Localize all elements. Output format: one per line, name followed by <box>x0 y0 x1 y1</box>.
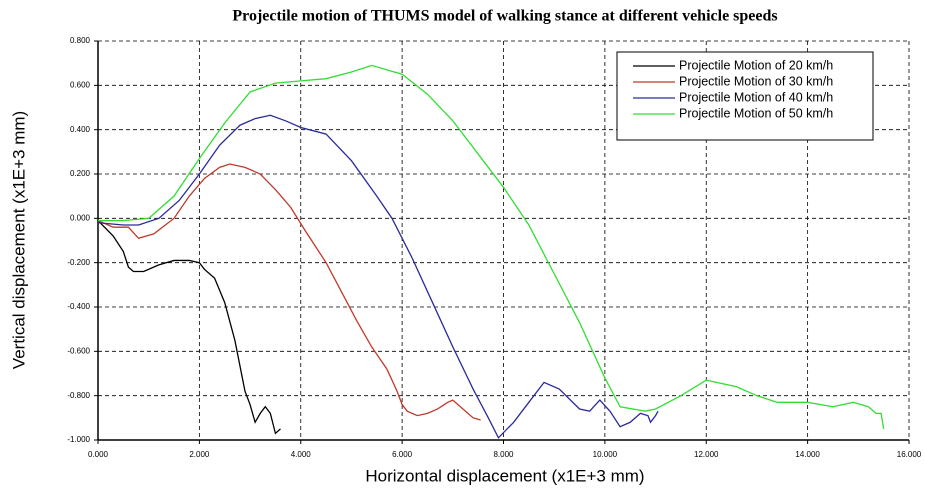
y-tick-label: 0.800 <box>70 36 91 45</box>
legend-box <box>616 51 874 141</box>
series-line <box>97 220 281 435</box>
y-axis-label: Vertical displacement (x1E+3 mm) <box>9 111 28 369</box>
y-tick-label: -0.400 <box>67 302 90 311</box>
legend-label: Projectile Motion of 50 km/h <box>679 106 833 120</box>
x-tick-label: 2.000 <box>189 450 210 459</box>
x-axis-label: Horizontal displacement (x1E+3 mm) <box>365 466 644 485</box>
x-tick-label: 12.000 <box>694 450 719 459</box>
series-line <box>98 64 885 430</box>
series-line <box>97 163 481 421</box>
y-tick-label: -1.000 <box>67 435 90 444</box>
x-tick-label: 0.000 <box>88 450 109 459</box>
x-tick-label: 8.000 <box>493 450 514 459</box>
legend-label: Projectile Motion of 30 km/h <box>679 74 833 88</box>
x-tick-label: 14.000 <box>795 450 820 459</box>
x-tick-label: 16.000 <box>897 450 922 459</box>
y-tick-label: 0.200 <box>70 169 91 178</box>
x-tick-label: 10.000 <box>593 450 618 459</box>
series-line <box>97 114 659 439</box>
x-tick-label: 6.000 <box>392 450 413 459</box>
legend-label: Projectile Motion of 40 km/h <box>679 90 833 104</box>
x-tick-label: 4.000 <box>291 450 312 459</box>
y-tick-label: 0.000 <box>70 213 91 222</box>
chart-title: Projectile motion of THUMS model of walk… <box>232 8 777 25</box>
y-tick-label: 0.600 <box>70 80 91 89</box>
y-tick-label: 0.400 <box>70 125 91 134</box>
y-tick-label: -0.800 <box>67 391 90 400</box>
y-tick-label: -0.600 <box>67 346 90 355</box>
legend-label: Projectile Motion of 20 km/h <box>679 58 833 72</box>
y-tick-label: -0.200 <box>67 258 90 267</box>
